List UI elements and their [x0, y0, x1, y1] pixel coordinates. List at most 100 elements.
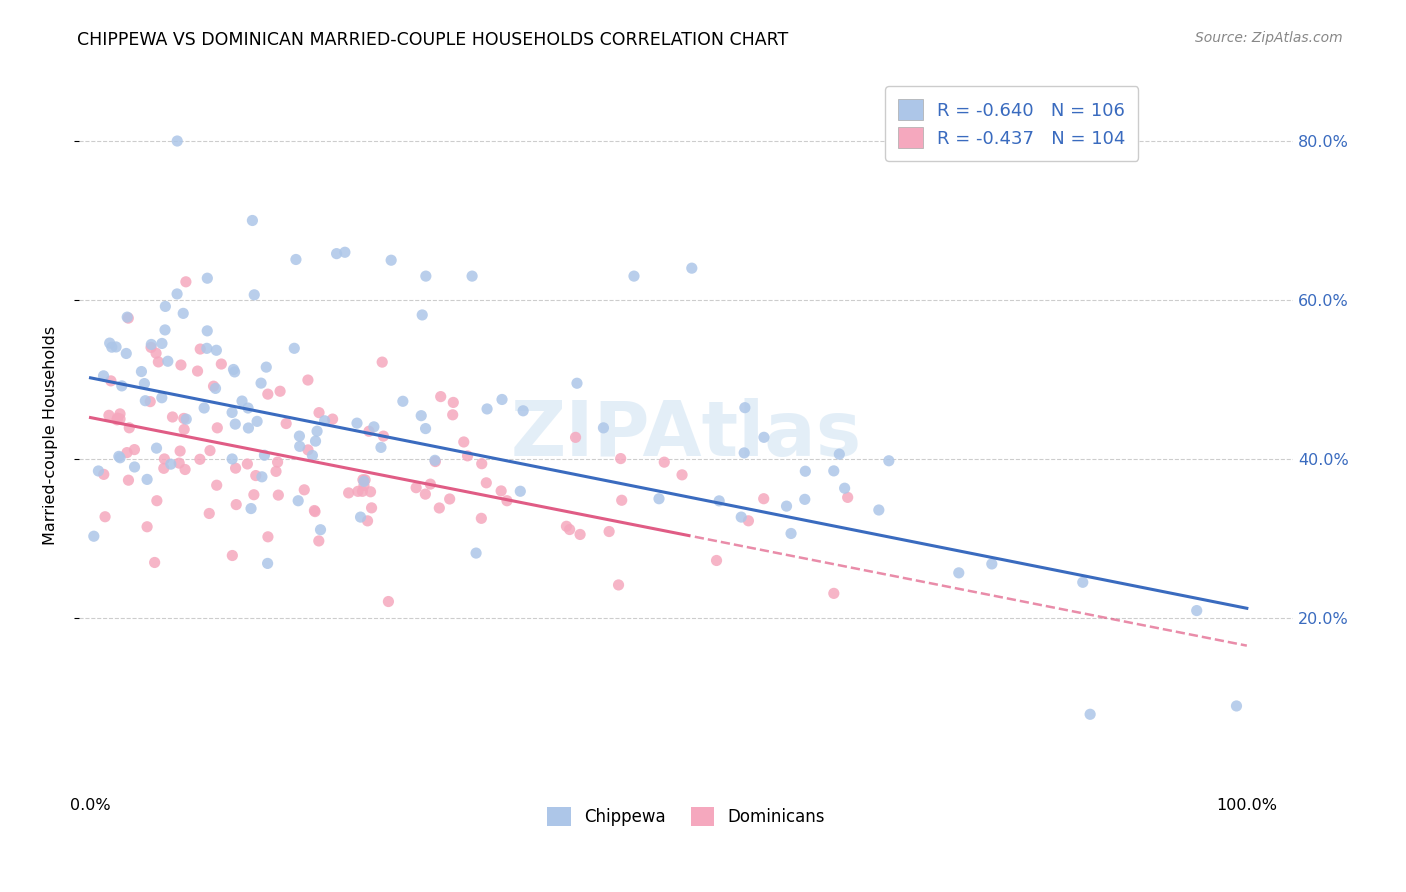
Point — [308, 406, 330, 420]
Point — [256, 557, 278, 571]
Point — [283, 341, 305, 355]
Point — [304, 503, 326, 517]
Point — [205, 478, 228, 492]
Point — [162, 409, 184, 424]
Point — [148, 355, 170, 369]
Point — [309, 523, 332, 537]
Point — [823, 586, 845, 600]
Point — [107, 411, 129, 425]
Point — [284, 252, 307, 267]
Point — [356, 514, 378, 528]
Point — [117, 311, 139, 326]
Point — [308, 533, 330, 548]
Text: ZIPAtlas: ZIPAtlas — [510, 398, 862, 472]
Point — [169, 444, 191, 458]
Point — [734, 401, 756, 415]
Point — [269, 384, 291, 399]
Point — [489, 483, 512, 498]
Point — [1185, 604, 1208, 618]
Point — [347, 484, 370, 499]
Point — [301, 449, 323, 463]
Point — [115, 346, 138, 360]
Point — [569, 527, 592, 541]
Point — [257, 530, 280, 544]
Point — [411, 409, 433, 423]
Point — [221, 549, 243, 563]
Point — [392, 394, 415, 409]
Point — [441, 408, 464, 422]
Point — [360, 484, 382, 499]
Point — [97, 409, 120, 423]
Point — [124, 460, 146, 475]
Point — [153, 323, 176, 337]
Point — [681, 261, 703, 276]
Point — [429, 390, 451, 404]
Point — [349, 510, 371, 524]
Point — [405, 481, 427, 495]
Legend: Chippewa, Dominicans: Chippewa, Dominicans — [538, 798, 834, 834]
Point — [360, 500, 382, 515]
Point — [108, 450, 131, 464]
Point — [225, 461, 247, 475]
Point — [101, 340, 124, 354]
Point — [371, 355, 394, 369]
Point — [205, 343, 228, 358]
Point — [242, 213, 264, 227]
Point — [707, 494, 730, 508]
Point — [558, 523, 581, 537]
Point — [166, 134, 188, 148]
Point — [877, 454, 900, 468]
Point — [193, 401, 215, 415]
Point — [139, 394, 162, 409]
Point — [254, 360, 277, 375]
Point — [370, 441, 392, 455]
Point — [737, 514, 759, 528]
Point — [671, 467, 693, 482]
Point — [156, 354, 179, 368]
Point — [238, 421, 260, 435]
Point — [98, 336, 121, 351]
Point — [108, 407, 131, 421]
Point — [607, 578, 630, 592]
Point — [380, 253, 402, 268]
Point — [150, 391, 173, 405]
Point — [94, 509, 117, 524]
Point — [555, 519, 578, 533]
Point — [733, 446, 755, 460]
Point — [105, 413, 128, 427]
Point — [266, 455, 288, 469]
Point — [509, 484, 531, 499]
Point — [304, 505, 326, 519]
Point — [706, 553, 728, 567]
Point — [207, 421, 229, 435]
Point — [245, 468, 267, 483]
Point — [598, 524, 620, 539]
Point — [174, 412, 197, 426]
Point — [139, 340, 162, 354]
Point — [610, 493, 633, 508]
Point — [221, 405, 243, 419]
Point — [231, 394, 253, 409]
Point — [419, 477, 441, 491]
Point — [124, 442, 146, 457]
Point — [173, 411, 195, 425]
Point — [292, 483, 315, 497]
Point — [352, 484, 374, 499]
Point — [236, 457, 259, 471]
Point — [471, 457, 494, 471]
Point — [423, 453, 446, 467]
Point — [267, 488, 290, 502]
Point — [174, 275, 197, 289]
Point — [155, 300, 177, 314]
Point — [363, 420, 385, 434]
Point — [834, 481, 856, 495]
Point — [775, 499, 797, 513]
Point — [373, 429, 395, 443]
Point — [752, 491, 775, 506]
Point — [352, 473, 374, 487]
Point — [240, 501, 263, 516]
Point — [118, 421, 141, 435]
Point — [105, 340, 128, 354]
Point — [837, 491, 859, 505]
Point — [188, 452, 211, 467]
